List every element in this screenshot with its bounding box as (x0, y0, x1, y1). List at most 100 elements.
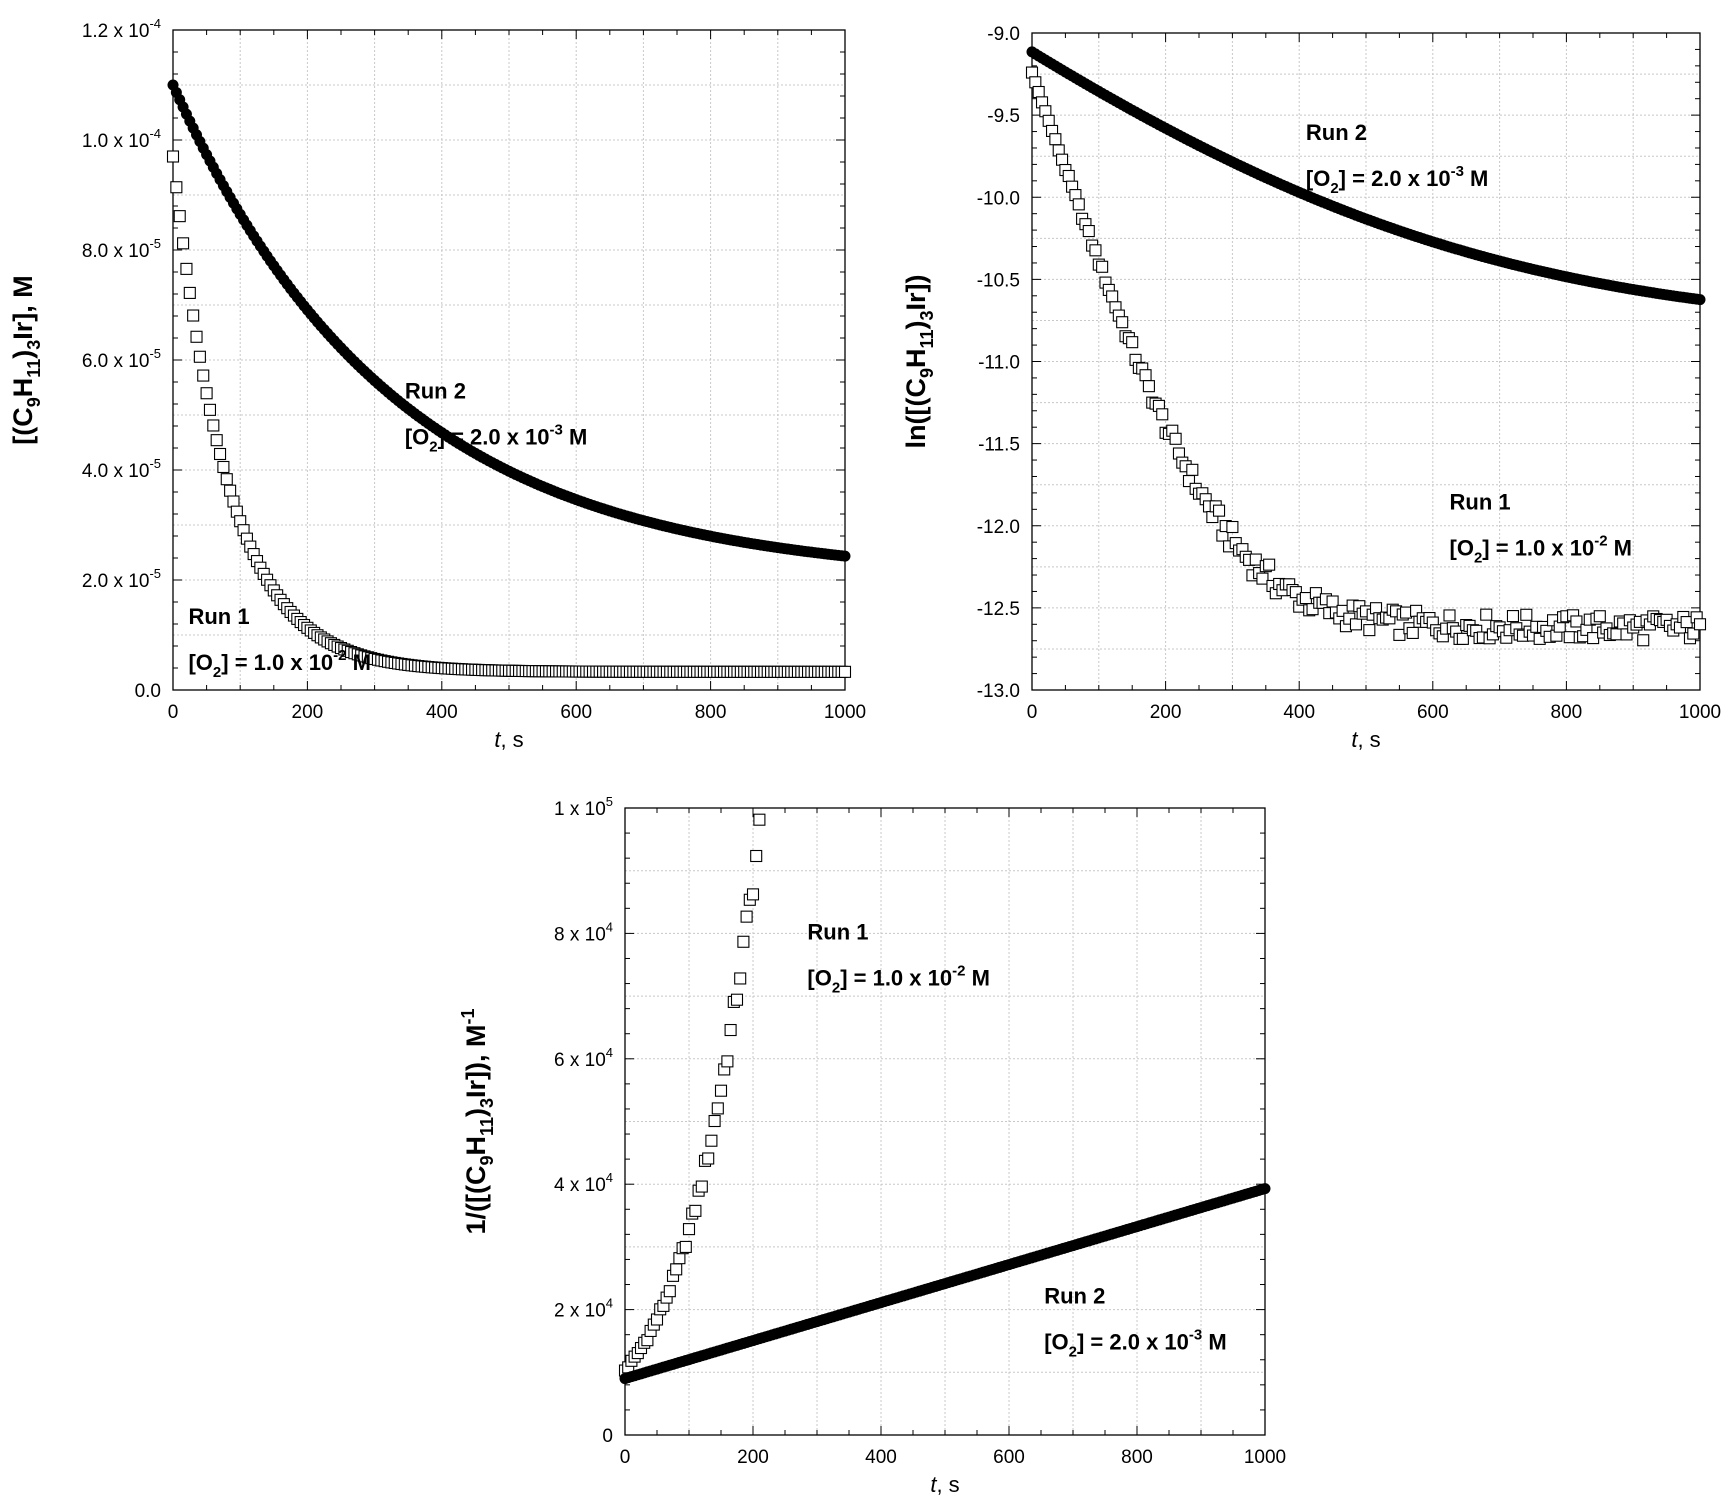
data-point-square (695, 1180, 708, 1193)
data-point-square (705, 1134, 718, 1147)
plot-frame (1031, 32, 1701, 691)
data-point-square (753, 813, 766, 826)
grid-lines (1032, 33, 1700, 690)
x-tick-label: 800 (1551, 702, 1583, 723)
y-tick-label: -11.0 (978, 353, 1020, 374)
data-point-square (1226, 520, 1239, 534)
data-point-square (663, 1285, 676, 1298)
data-point-square (1400, 606, 1413, 619)
annotation-run-label: Run 1 (1450, 489, 1511, 514)
x-axis-title: t, s (930, 1472, 959, 1497)
data-point-square (1306, 603, 1319, 616)
data-point-square (193, 350, 206, 363)
grid-lines (625, 808, 1265, 1435)
y-tick-label: 6.0 x 10-5 (82, 346, 161, 372)
data-point-square (689, 1204, 702, 1217)
x-tick-label: 400 (1283, 702, 1315, 723)
data-point-square (1480, 608, 1493, 621)
y-tick-label: 4.0 x 10-5 (82, 456, 161, 482)
data-point-square (673, 1252, 686, 1265)
data-point-square (746, 888, 760, 901)
data-point-square (1186, 463, 1199, 476)
annotation-run-label: Run 2 (1044, 1283, 1105, 1308)
data-point-square (1299, 592, 1312, 605)
data-point-square (166, 150, 180, 163)
data-point-square (1570, 615, 1583, 628)
series-run-2 (619, 1183, 1271, 1385)
data-point-square (213, 447, 227, 461)
data-point-square (217, 460, 230, 474)
chart-concentration-vs-time: 0 200 400 600 800 1000 0.0 2.0 x 10-5 4.0 x 10-5… (8, 16, 866, 752)
annotation-run-label: Run 1 (188, 604, 249, 629)
data-point-square (1156, 408, 1169, 421)
data-point-square (187, 309, 200, 322)
data-point-square (1687, 627, 1700, 640)
y-tick-label: -10.0 (977, 188, 1020, 209)
y-tick-label: -11.5 (978, 435, 1020, 456)
data-point-square (724, 1023, 737, 1037)
data-point-square (1369, 602, 1383, 615)
data-point-square (210, 434, 223, 447)
data-point-square (1637, 634, 1650, 647)
x-tick-label: 200 (737, 1447, 769, 1468)
annotation-o2-concentration: [O2] = 1.0 x 10-2 M (807, 963, 990, 997)
data-point-square (682, 1223, 696, 1236)
data-point-square (180, 262, 193, 275)
annotation-o2-concentration: [O2] = 1.0 x 10-2 M (188, 647, 371, 681)
x-tick-label: 0 (168, 702, 179, 723)
data-point-square (227, 495, 240, 508)
y-axis-title: [(C9H11)3Ir], M (8, 275, 44, 445)
data-point-square (1139, 369, 1152, 382)
data-point-square (1169, 432, 1182, 445)
y-tick-label: 8 x 104 (554, 919, 613, 945)
data-point-square (1142, 380, 1155, 393)
chart-ln-concentration-vs-time: 0 200 400 600 800 1000 -13.0 -12.5 -12.0 -11.5 -11… (901, 24, 1721, 752)
y-tick-label: -12.0 (977, 517, 1020, 538)
data-point-square (1326, 595, 1339, 608)
data-point-square (1212, 504, 1226, 517)
data-point-square (1072, 198, 1085, 211)
data-point-square (702, 1152, 715, 1165)
y-tick-label: -12.5 (977, 599, 1020, 620)
data-point-square (721, 1055, 734, 1068)
annotation-run-label: Run 2 (1306, 120, 1367, 145)
y-tick-label: -9.5 (987, 106, 1020, 127)
x-tick-label: 400 (426, 702, 458, 723)
annotation-o2-concentration: [O2] = 2.0 x 10-3 M (405, 422, 588, 456)
data-point-circle (839, 550, 851, 562)
plot-frame (172, 29, 846, 691)
y-tick-label: 0 (602, 1426, 613, 1447)
data-point-square (1049, 133, 1062, 146)
data-point-square (1593, 610, 1606, 623)
data-point-square (1506, 610, 1520, 623)
data-point-square (750, 849, 763, 863)
data-point-square (1680, 616, 1693, 629)
series-run-1 (618, 813, 766, 1377)
y-tick-label: 1.2 x 10-4 (82, 16, 161, 42)
annotation-o2-concentration: [O2] = 1.0 x 10-2 M (1450, 532, 1633, 566)
x-tick-label: 1000 (824, 702, 866, 723)
grid-lines (173, 30, 845, 690)
data-point-square (1693, 618, 1707, 631)
tick-marks (172, 29, 846, 691)
data-point-square (1032, 85, 1045, 99)
data-point-square (200, 387, 213, 400)
data-point-square (190, 330, 203, 343)
data-point-square (1587, 632, 1600, 645)
data-point-square (734, 972, 747, 985)
data-point-square (177, 237, 190, 250)
x-tick-label: 1000 (1244, 1447, 1286, 1468)
data-point-circle (1259, 1183, 1271, 1195)
y-tick-label: 2 x 104 (554, 1296, 613, 1322)
data-point-square (183, 286, 196, 299)
chart-inverse-concentration-vs-time: 0 200 400 600 800 1000 0 2 x 104 4 x 104 6 x 104 8… (458, 794, 1286, 1497)
data-point-square (173, 210, 186, 223)
x-tick-label: 200 (292, 702, 324, 723)
y-tick-label: -13.0 (977, 681, 1020, 702)
data-point-square (1393, 628, 1406, 641)
x-tick-label: 800 (1121, 1447, 1153, 1468)
data-point-square (1126, 336, 1139, 349)
data-point-square (711, 1102, 724, 1115)
data-point-square (1456, 632, 1469, 645)
data-point-square (838, 665, 852, 678)
